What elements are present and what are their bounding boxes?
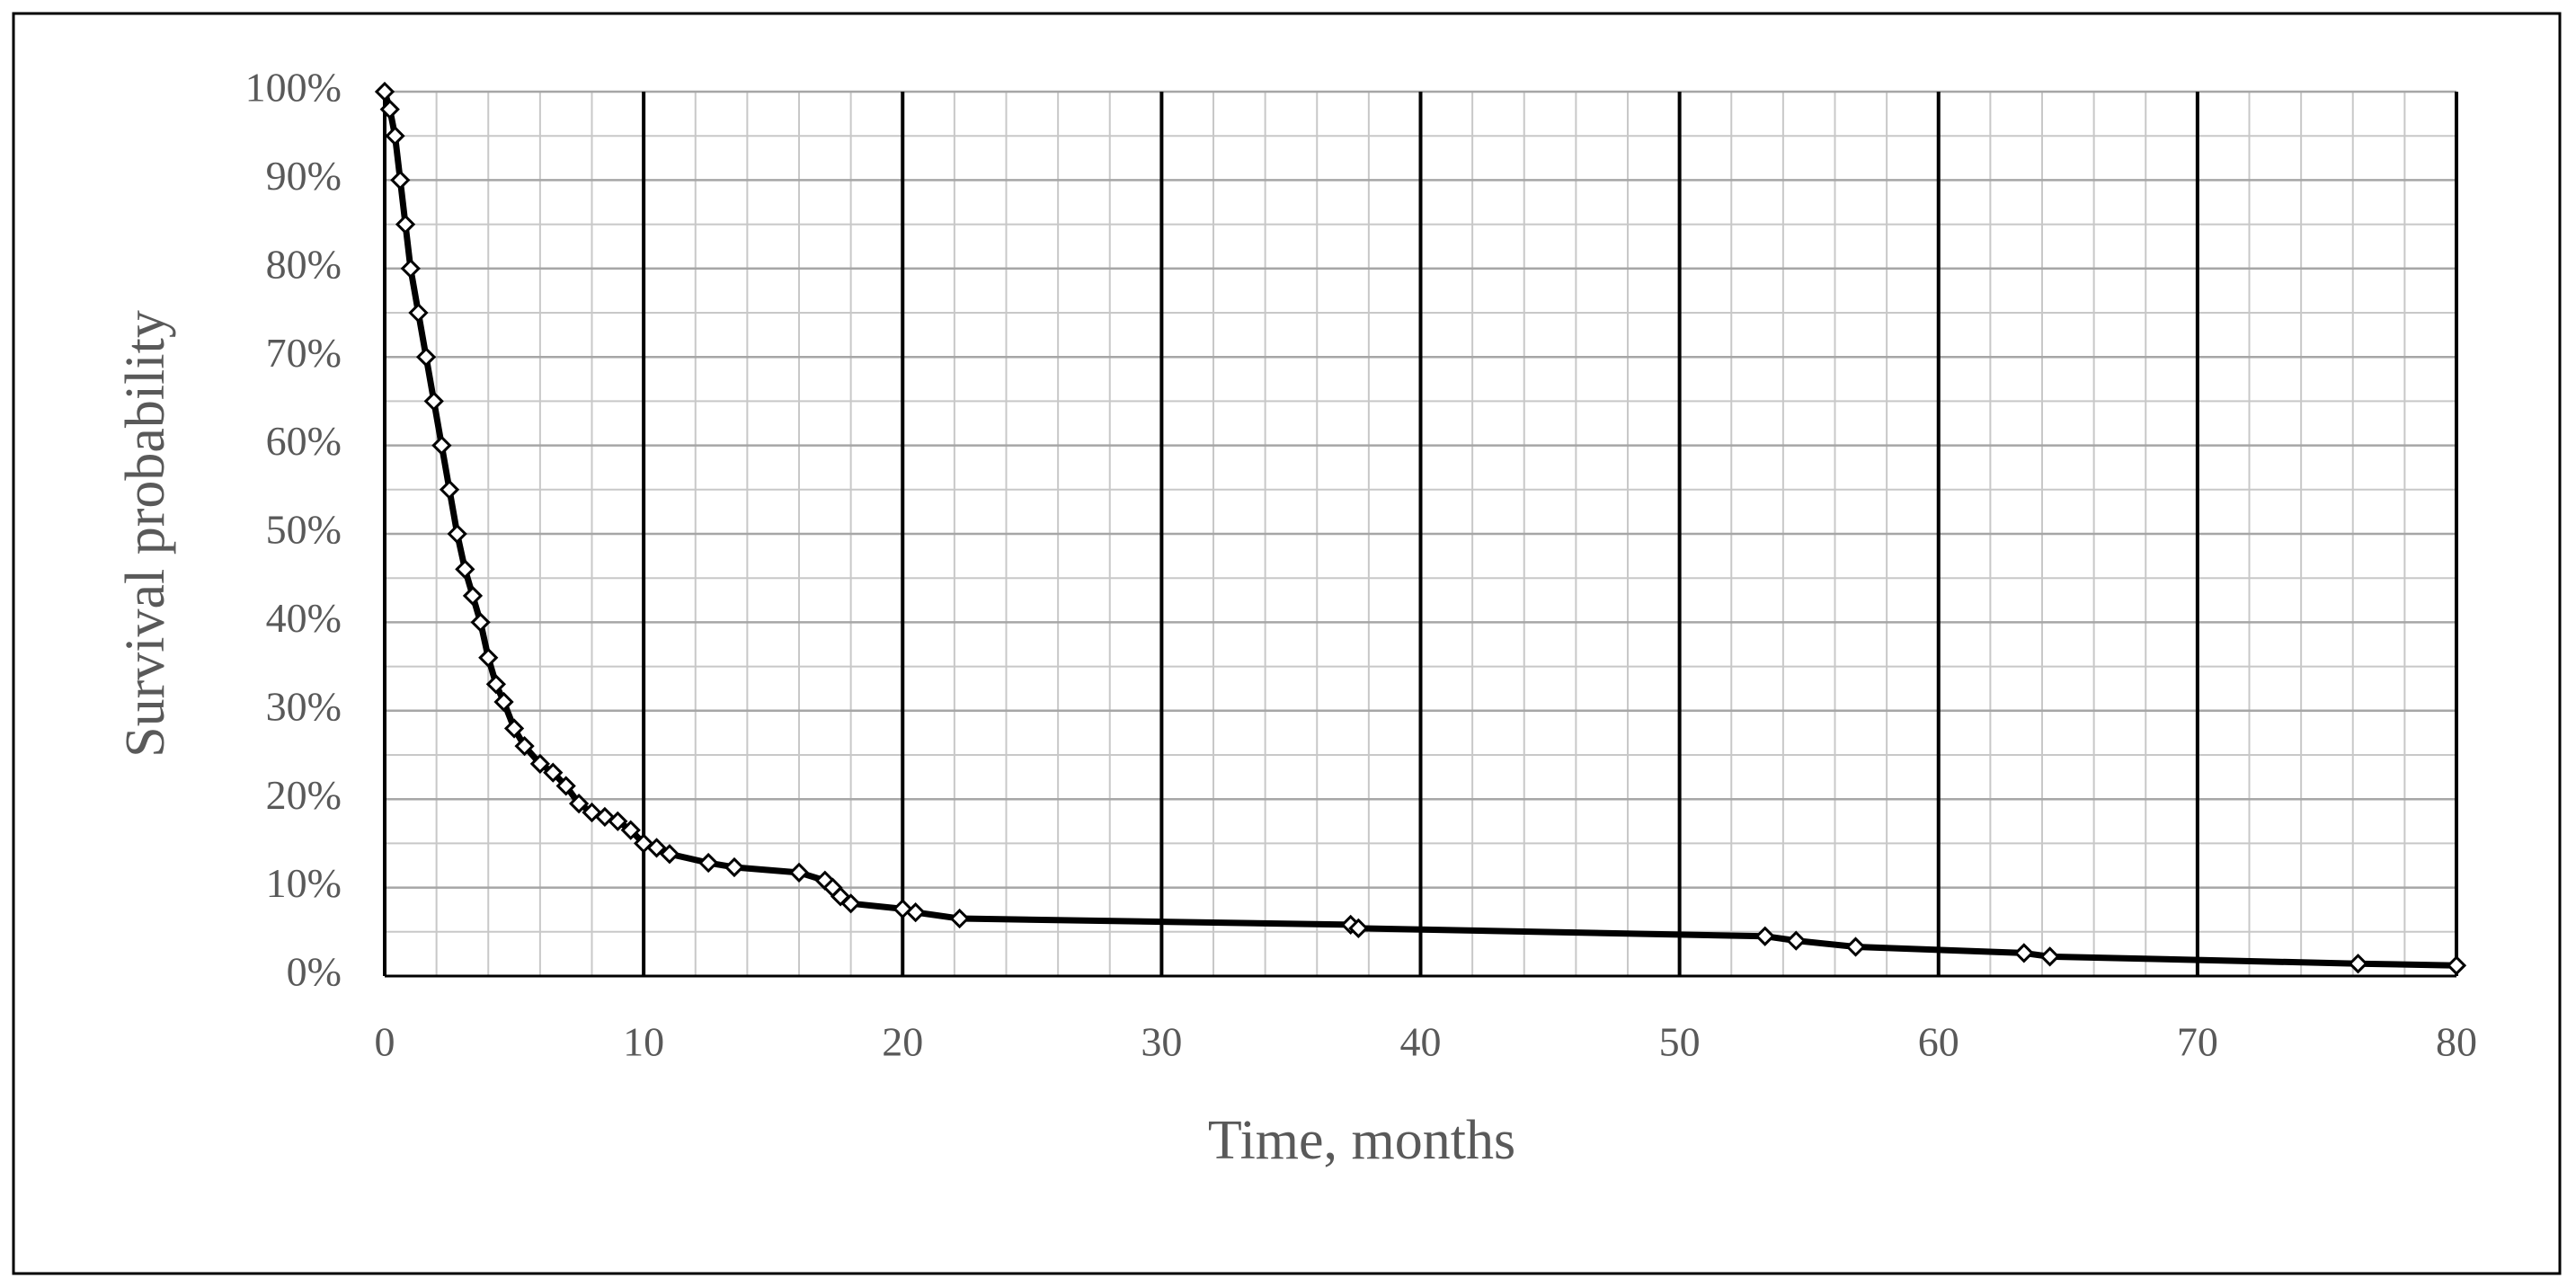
y-tick-label: 10% xyxy=(266,860,342,906)
y-tick-label: 60% xyxy=(266,418,342,464)
point-marker xyxy=(503,718,525,739)
point-marker xyxy=(659,844,680,865)
point-marker xyxy=(1348,918,1369,938)
point-marker xyxy=(608,811,628,831)
point-marker xyxy=(2013,943,2034,963)
y-tick-label: 80% xyxy=(266,241,342,287)
point-marker xyxy=(514,736,535,757)
x-tick-label: 50 xyxy=(1659,1019,1701,1065)
point-marker xyxy=(485,674,507,695)
point-marker xyxy=(423,391,444,412)
x-tick-label: 10 xyxy=(623,1019,664,1065)
point-marker xyxy=(905,902,926,923)
point-marker xyxy=(390,170,411,191)
point-marker xyxy=(455,559,475,580)
point-marker xyxy=(543,762,564,783)
point-marker xyxy=(620,820,641,840)
point-marker xyxy=(1786,930,1807,951)
y-tick-label: 40% xyxy=(266,595,342,641)
x-tick-label: 0 xyxy=(375,1019,395,1065)
point-marker xyxy=(2446,955,2467,976)
x-tick-label: 60 xyxy=(1918,1019,1959,1065)
point-marker xyxy=(439,479,460,500)
point-marker xyxy=(646,838,667,858)
point-marker xyxy=(470,612,491,633)
y-tick-label: 70% xyxy=(266,330,342,376)
point-marker xyxy=(374,81,395,102)
y-tick-label: 30% xyxy=(266,683,342,729)
point-marker xyxy=(1845,936,1866,957)
x-tick-label: 30 xyxy=(1141,1019,1182,1065)
point-marker xyxy=(529,753,550,774)
y-axis-title: Survival probability xyxy=(115,310,176,758)
point-marker xyxy=(400,258,421,279)
y-tick-label: 0% xyxy=(287,949,342,995)
point-marker xyxy=(788,862,810,883)
point-marker xyxy=(724,857,745,878)
point-marker xyxy=(493,691,514,713)
point-marker xyxy=(379,99,400,120)
point-marker xyxy=(949,908,970,929)
point-marker xyxy=(698,852,719,874)
y-tick-label: 50% xyxy=(266,507,342,553)
chart-border xyxy=(12,12,2562,1275)
point-marker xyxy=(447,523,467,545)
point-marker xyxy=(385,126,405,146)
x-tick-label: 20 xyxy=(882,1019,923,1065)
point-marker xyxy=(431,435,452,456)
x-tick-label: 70 xyxy=(2177,1019,2218,1065)
y-tick-label: 90% xyxy=(266,153,342,199)
point-marker xyxy=(2348,954,2368,974)
point-marker xyxy=(462,585,484,607)
point-marker xyxy=(893,899,913,919)
point-marker xyxy=(1754,926,1775,946)
y-tick-label: 20% xyxy=(266,772,342,818)
point-marker xyxy=(478,647,499,668)
point-marker xyxy=(408,302,429,324)
point-marker xyxy=(2039,946,2060,967)
x-tick-label: 40 xyxy=(1400,1019,1442,1065)
point-marker xyxy=(395,214,416,235)
point-marker xyxy=(415,347,437,368)
x-axis-title: Time, months xyxy=(1208,1110,1515,1171)
y-tick-label: 100% xyxy=(245,65,342,111)
x-tick-label: 80 xyxy=(2436,1019,2477,1065)
point-marker xyxy=(840,893,861,914)
point-marker xyxy=(568,793,590,814)
point-marker xyxy=(555,776,576,796)
